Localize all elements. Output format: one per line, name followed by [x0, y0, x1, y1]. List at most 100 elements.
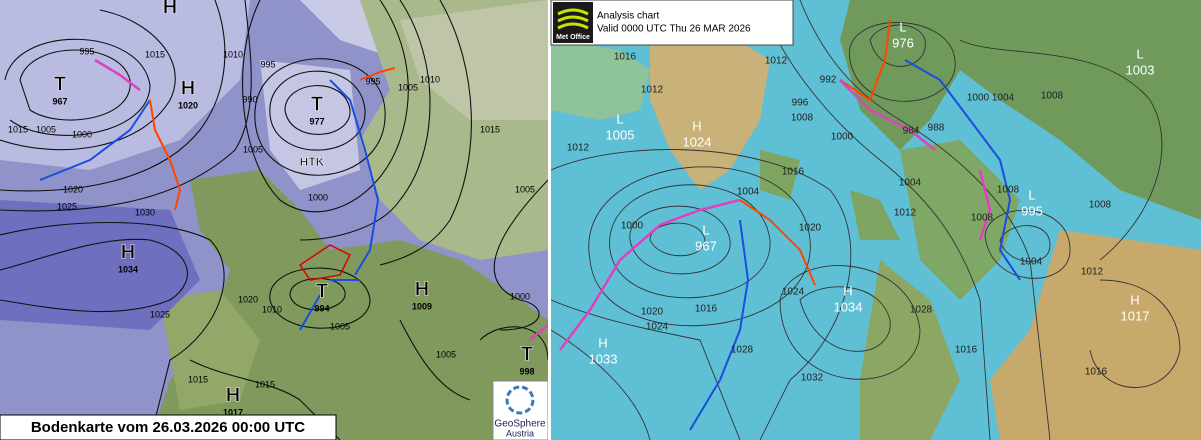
isobar-label: 1024: [782, 287, 805, 298]
isobar-label: 1015: [188, 374, 208, 384]
pressure-center: T: [311, 93, 323, 115]
left-map: [0, 0, 548, 440]
isobar-label: 1000: [72, 129, 92, 139]
logo-text: Austria: [506, 428, 534, 438]
isobar-label: 1020: [799, 223, 822, 234]
isobar-label: 1025: [150, 309, 170, 319]
pressure-center: T: [521, 343, 533, 365]
isobar-label: 1030: [135, 207, 155, 217]
pressure-value: 1003: [1126, 62, 1155, 77]
pressure-center: H: [843, 283, 852, 298]
pressure-center: H: [692, 118, 701, 133]
pressure-value: 967: [52, 96, 67, 106]
pressure-value: 998: [519, 366, 534, 376]
pressure-value: 1009: [412, 301, 432, 311]
isobar-label: 988: [928, 123, 945, 134]
logo-text: Met Office: [556, 34, 590, 41]
isobar-label: 1012: [641, 85, 664, 96]
isobar-label: 1015: [8, 124, 28, 134]
isobar-label: 1020: [641, 307, 664, 318]
pressure-center: L: [899, 19, 906, 34]
pressure-center: L: [1136, 46, 1143, 61]
isobar-label: 1016: [614, 52, 637, 63]
isobar-label: 992: [820, 75, 837, 86]
isobar-label: 1010: [223, 49, 243, 59]
logo-text: GeoSphere: [494, 419, 546, 430]
pressure-center: H: [415, 278, 429, 300]
chart-title: Analysis chart: [597, 11, 659, 22]
isobar-label: 1000: [621, 221, 644, 232]
isobar-label: 995: [365, 76, 380, 86]
pressure-center: H: [1130, 292, 1139, 307]
isobar-label: 996: [792, 98, 809, 109]
pressure-value: 1020: [178, 100, 198, 110]
isobar-label: 1005: [398, 82, 418, 92]
pressure-value: 976: [892, 35, 914, 50]
isobar-label: 1016: [695, 304, 718, 315]
pressure-value: 967: [695, 238, 717, 253]
isobar-label: 1005: [436, 349, 456, 359]
pressure-center: H: [163, 0, 177, 18]
logo-icon: [505, 385, 535, 415]
pressure-value: 1034: [834, 299, 863, 314]
isobar-label: 1032: [801, 373, 824, 384]
isobar-label: 1008: [1041, 91, 1064, 102]
pressure-value: 1017: [223, 407, 243, 417]
pressure-center: T: [316, 280, 328, 302]
isobar-label: 1020: [238, 294, 258, 304]
isobar-label: 1008: [997, 185, 1020, 196]
isobar-label: 1000: [831, 132, 854, 143]
isobar-label: 1012: [567, 143, 590, 154]
isobar-label: 1008: [1089, 200, 1112, 211]
pressure-value: 1033: [589, 351, 618, 366]
pressure-center: H: [181, 77, 195, 99]
isobar-label: 1005: [515, 184, 535, 194]
isobar-label: 1004: [1020, 257, 1043, 268]
isobar-label: 1004: [992, 93, 1015, 104]
isobar-label: 1008: [971, 213, 994, 224]
isobar-label: 995: [79, 46, 94, 56]
isobar-label: 1028: [910, 305, 933, 316]
valid-time: Valid 0000 UTC Thu 26 MAR 2026: [597, 24, 751, 35]
divider: [548, 0, 551, 440]
pressure-center: T: [54, 73, 66, 95]
pressure-center: L: [1028, 187, 1035, 202]
pressure-center: H: [121, 241, 135, 263]
isobar-label: 1000: [308, 192, 328, 202]
isobar-label: 1015: [480, 124, 500, 134]
isobar-label: 1000: [967, 93, 990, 104]
isobar-label: 995: [260, 59, 275, 69]
logo-icon: [557, 8, 589, 30]
pressure-value: 1024: [683, 134, 712, 149]
right-map: [551, 0, 1201, 440]
pressure-center: H: [598, 335, 607, 350]
pressure-value: 977: [309, 116, 324, 126]
isobar-label: 984: [903, 126, 920, 137]
isobar-label: 1004: [737, 187, 760, 198]
pressure-value: 1034: [118, 264, 138, 274]
pressure-center: L: [616, 111, 623, 126]
isobar-label: 1024: [646, 322, 669, 333]
title-box: [0, 414, 337, 440]
isobar-label: 1016: [782, 167, 805, 178]
left-title: Bodenkarte vom 26.03.2026 00:00 UTC: [31, 419, 305, 436]
isobar-label: 1004: [899, 178, 922, 189]
isobar-label: 1005: [36, 124, 56, 134]
isobar-label: 1012: [1081, 267, 1104, 278]
isobar-label: 990: [242, 94, 257, 104]
isobar-label: 1016: [955, 345, 978, 356]
pressure-center: H: [226, 384, 240, 406]
pressure-center: HTK: [300, 155, 325, 169]
isobar-label: 1012: [894, 208, 917, 219]
pressure-center: L: [702, 222, 709, 237]
isobar-label: 1010: [262, 304, 282, 314]
pressure-value: 1005: [606, 127, 635, 142]
isobar-label: 1012: [765, 56, 788, 67]
isobar-label: 1015: [145, 49, 165, 59]
pressure-value: 1017: [1121, 308, 1150, 323]
isobar-label: 1020: [63, 184, 83, 194]
isobar-label: 1000: [510, 291, 530, 301]
isobar-label: 1015: [255, 379, 275, 389]
logo-box: [492, 380, 549, 440]
